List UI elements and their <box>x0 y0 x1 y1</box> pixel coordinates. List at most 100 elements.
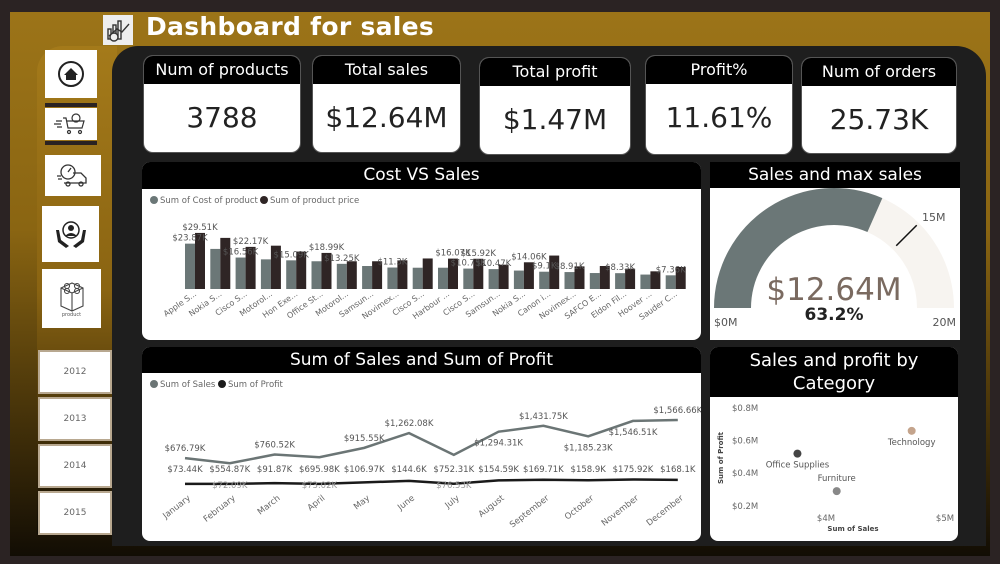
data-label: $168.1K <box>660 465 696 475</box>
data-label: $14.06K <box>511 252 547 262</box>
bar <box>498 264 509 289</box>
data-label: $8.33K <box>605 263 635 273</box>
kpi-profit-percent: Profit% 11.61% <box>645 55 793 155</box>
data-label: $7.36K <box>656 265 686 275</box>
sales-profit-panel: Sum of Sales and Sum of Profit Sum of Sa… <box>142 347 701 541</box>
nav-home-button[interactable] <box>45 50 97 98</box>
data-label: $1,185.23K <box>564 443 613 453</box>
bar <box>270 245 281 289</box>
bar <box>574 266 585 289</box>
data-label: $695.98K <box>299 465 340 475</box>
gauge-target-label: 15M <box>922 211 946 224</box>
bar <box>448 258 458 289</box>
x-tick-label: November <box>600 493 641 528</box>
x-tick-label: June <box>395 493 417 513</box>
sales-profit-line-chart: Sum of Sales Sum of Profit $676.79K $554.87… <box>150 380 701 530</box>
legend-marker <box>218 380 226 388</box>
data-label: $10.47K <box>476 259 512 269</box>
kpi-label: Total sales <box>313 56 460 84</box>
kpi-label: Total profit <box>480 58 630 86</box>
bar <box>220 237 231 289</box>
data-label: $15.09K <box>274 250 310 260</box>
kpi-label: Profit% <box>646 56 792 84</box>
x-tick-label: April <box>306 493 327 513</box>
bar <box>362 266 373 289</box>
data-label: $23.87K <box>172 234 208 244</box>
legend-label: Sum of Cost of product <box>160 196 259 206</box>
bar <box>539 271 550 289</box>
kpi-value: $1.47M <box>502 103 608 136</box>
data-label: $106.97K <box>344 465 385 475</box>
bar <box>372 261 383 289</box>
bar <box>463 268 474 289</box>
product-box-icon <box>59 281 84 312</box>
scatter-point <box>793 449 802 458</box>
bar <box>615 273 626 289</box>
data-label: $158.9K <box>571 465 607 475</box>
bar <box>346 261 357 289</box>
data-label: $175.92K <box>613 465 654 475</box>
bar <box>235 257 246 289</box>
data-label: $15.92K <box>461 249 497 259</box>
gauge-fill <box>714 188 883 308</box>
home-icon <box>58 61 84 87</box>
nav-customer-button[interactable] <box>42 206 99 262</box>
year-slicer-2012[interactable]: 2012 <box>38 350 112 394</box>
kpi-num-orders: Num of orders 25.73K <box>801 57 957 154</box>
year-slicer-2014[interactable]: 2014 <box>38 444 112 488</box>
kpi-value: 3788 <box>186 101 258 134</box>
divider <box>45 103 97 107</box>
bar <box>513 270 524 289</box>
data-label: $915.55K <box>344 434 385 444</box>
bar <box>665 275 676 289</box>
data-label: $1,262.08K <box>385 419 434 429</box>
y-tick-label: $0.2M <box>732 502 758 512</box>
data-label: $18.99K <box>309 243 345 253</box>
data-label: $11.3K <box>377 258 407 268</box>
bar <box>625 268 636 289</box>
data-label: $10.75K <box>451 259 487 269</box>
data-label: $73.44K <box>167 465 203 475</box>
data-label: $1,431.75K <box>519 412 568 422</box>
bar <box>589 273 600 289</box>
x-tick-label: July <box>443 493 462 511</box>
legend-label: Sum of Profit <box>228 380 283 390</box>
nav-product-button[interactable]: product <box>42 269 101 328</box>
kpi-label: Num of orders <box>802 58 956 86</box>
data-label: $1,566.66K <box>653 406 701 416</box>
data-label: $676.79K <box>165 444 206 454</box>
data-label: $29.51K <box>182 223 218 233</box>
bar <box>640 274 651 289</box>
category-panel: Sales and profit by Category $0.8M $0.6M $… <box>710 347 958 541</box>
legend-label: Sum of product price <box>270 196 359 206</box>
kpi-value: 25.73K <box>829 103 929 136</box>
data-label: $76.53K <box>436 481 472 491</box>
data-label: $1,294.31K <box>474 439 523 449</box>
bar <box>564 272 575 289</box>
x-tick-label: February <box>202 493 238 524</box>
nav-product-label: product <box>61 311 82 318</box>
year-slicer-2013[interactable]: 2013 <box>38 397 112 441</box>
kpi-label: Num of products <box>144 56 300 84</box>
nav-sales-button[interactable] <box>45 108 97 140</box>
legend-label: Sum of Sales <box>160 380 216 390</box>
x-axis-title: Sum of Sales <box>827 525 878 533</box>
data-label: $73.02K <box>302 481 338 491</box>
gauge-panel: Sales and max sales 15M $12.64M 63.2% $0M 20… <box>710 162 960 340</box>
x-tick-label: March <box>256 493 283 517</box>
kpi-total-profit: Total profit $1.47M <box>479 57 631 155</box>
bar <box>523 262 534 289</box>
nav-delivery-button[interactable] <box>45 155 101 196</box>
bar <box>387 267 398 289</box>
y-tick-label: $0.8M <box>732 404 758 414</box>
series-line <box>184 418 678 465</box>
panel-title: Cost VS Sales <box>142 162 701 189</box>
bar <box>599 266 610 289</box>
kpi-total-sales: Total sales $12.64M <box>312 55 461 153</box>
year-slicer-2015[interactable]: 2015 <box>38 491 112 535</box>
bar <box>675 266 686 289</box>
bar <box>321 252 332 289</box>
legend-marker <box>150 380 158 388</box>
x-tick-label: December <box>645 493 686 528</box>
kpi-value: 11.61% <box>665 101 773 134</box>
